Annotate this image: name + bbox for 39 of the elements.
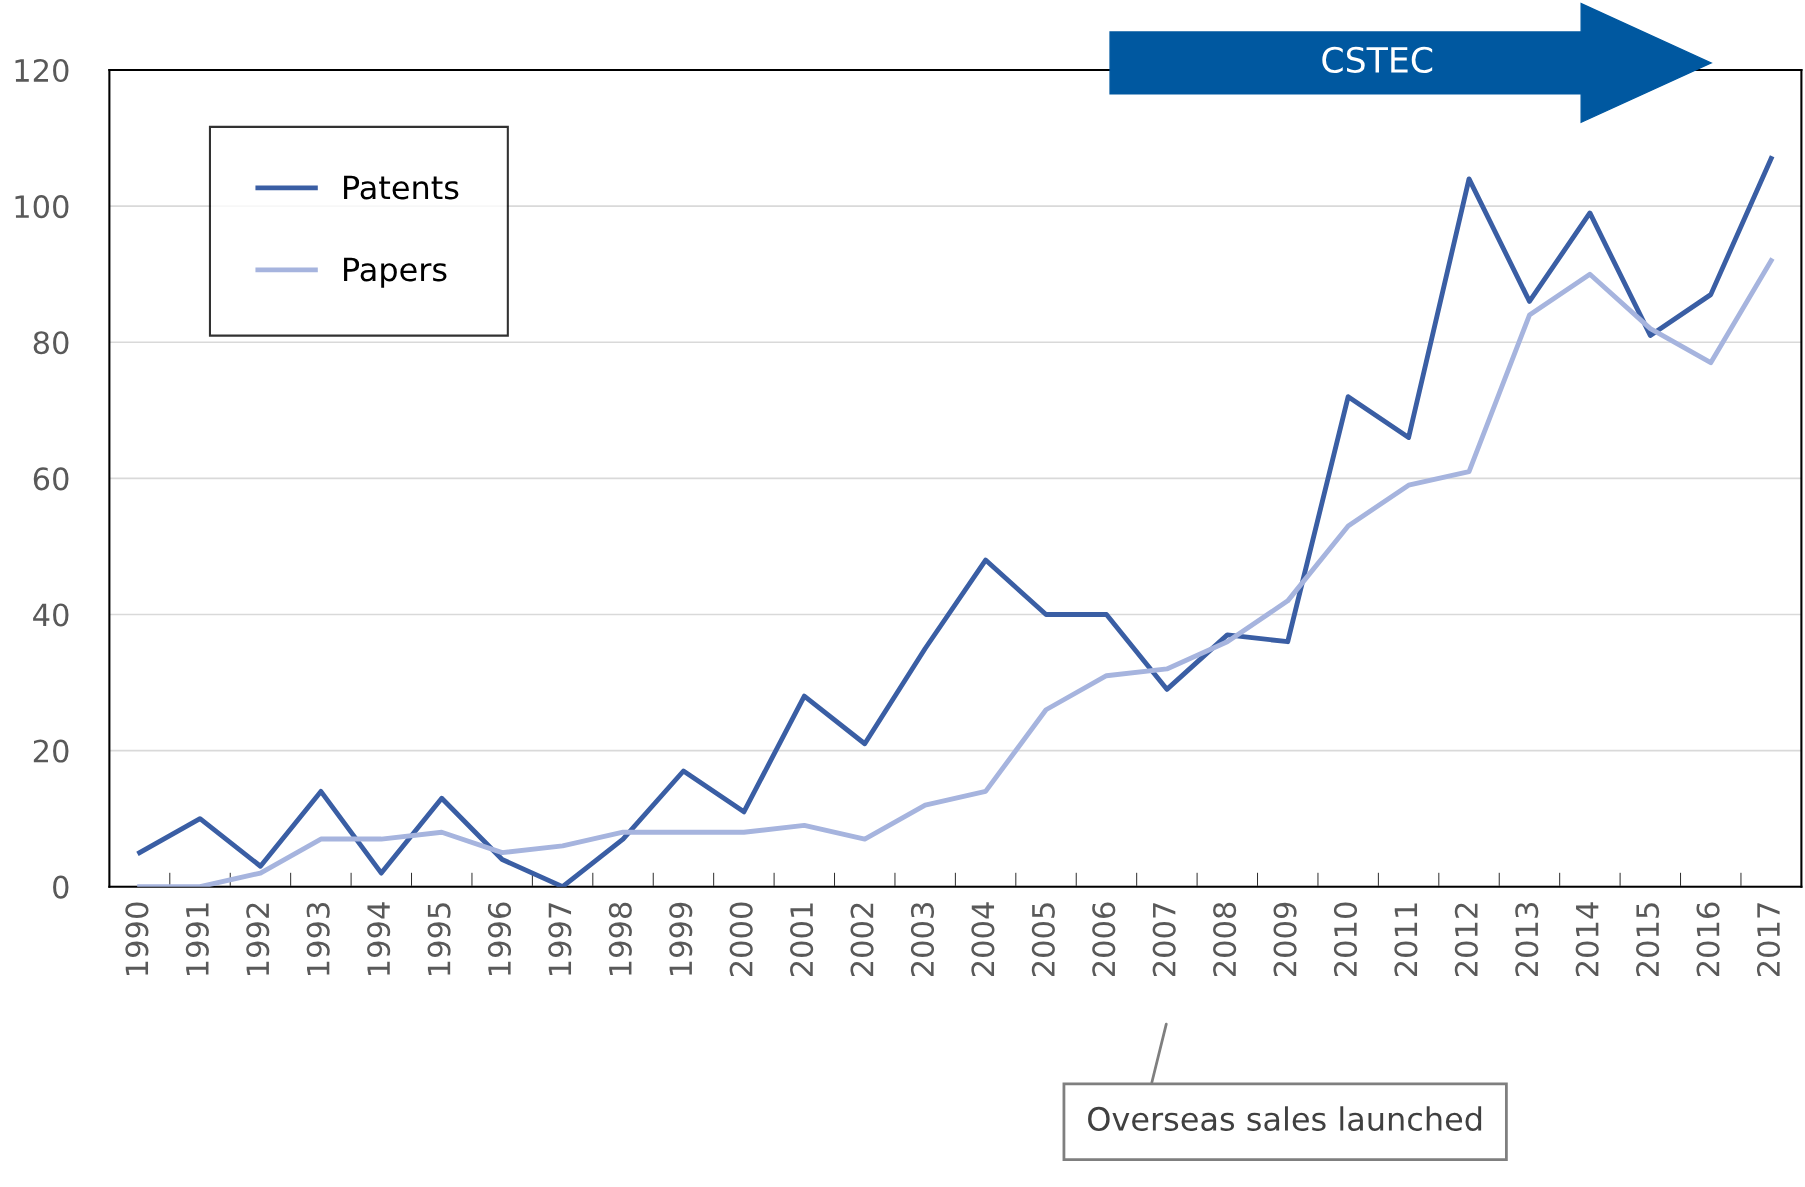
y-tick-label: 60 [33,467,69,491]
x-tick-label: 1998 [608,902,632,975]
y-tick-label: 40 [33,603,69,627]
x-tick-label: 2009 [1273,902,1297,977]
x-tick-label: 2014 [1575,902,1599,977]
legend-label: Papers [344,257,447,288]
x-tick-label: 1997 [548,903,572,975]
y-tick-label: 80 [33,331,69,355]
x-tick-label: 2012 [1454,903,1478,977]
x-tick-label: 2016 [1696,902,1720,977]
x-tick-label: 1999 [669,902,693,975]
y-tick-label: 100 [15,195,69,219]
legend-label: Patents [344,175,459,200]
x-tick-label: 2003 [910,903,935,977]
x-tick-label: 2005 [1031,903,1055,977]
x-tick-label: 2008 [1213,902,1237,977]
x-tick-label: 2000 [729,902,753,977]
y-tick-label: 120 [15,58,69,83]
x-tick-label: 2017 [1756,903,1781,977]
x-tick-label: 2002 [850,903,874,977]
x-tick-label: 1991 [185,903,209,975]
x-tick-label: 1996 [487,902,512,975]
x-tick-label: 1992 [246,903,270,975]
x-tick-label: 2006 [1092,902,1116,977]
y-tick-label: 0 [53,875,69,899]
x-tick-label: 1990 [125,902,149,975]
x-tick-label: 2011 [1394,903,1418,977]
text: Overseas sales launched [1088,1106,1482,1131]
x-tick-label: 2007 [1152,903,1176,977]
x-tick-label: 2013 [1515,903,1539,977]
x-tick-label: 1995 [427,903,451,975]
x-tick-label: 2010 [1333,902,1358,977]
x-tick-label: 1994 [367,902,391,975]
x-tick-label: 2001 [790,903,814,977]
y-tick-label: 20 [33,739,69,763]
x-tick-label: 2004 [971,902,995,977]
annotation: CSTEC [1322,46,1433,73]
x-tick-label: 1993 [306,903,330,975]
x-tick-label: 2015 [1636,903,1660,977]
